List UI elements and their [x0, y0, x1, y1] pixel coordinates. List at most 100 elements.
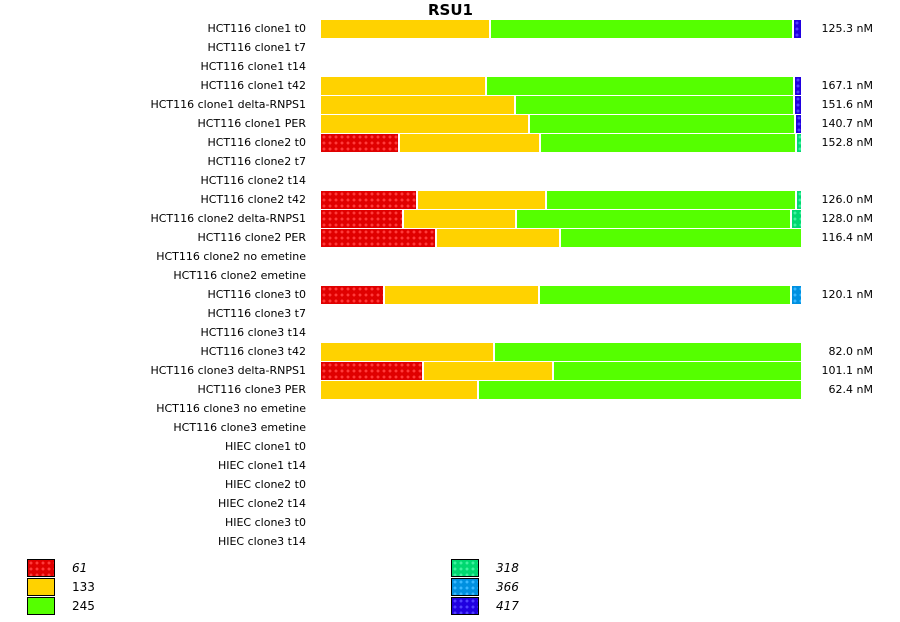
- bar-segment-245: [494, 343, 801, 361]
- row-label: HCT116 clone3 t14: [200, 326, 306, 339]
- stacked-bar: [321, 362, 801, 380]
- bar-segment-245: [515, 96, 793, 114]
- row-label: HCT116 clone1 t0: [207, 22, 306, 35]
- row-label: HCT116 clone2 no emetine: [156, 250, 306, 263]
- concentration-label: 120.1 nM: [821, 288, 873, 301]
- bar-segment-133: [321, 20, 489, 38]
- stacked-bar: [321, 286, 801, 304]
- bar-segment-133: [321, 77, 486, 95]
- bar-segment-133: [404, 210, 515, 228]
- row-label: HIEC clone3 t0: [224, 516, 306, 529]
- row-label: HCT116 clone2 emetine: [173, 269, 306, 282]
- concentration-label: 128.0 nM: [821, 212, 873, 225]
- concentration-label: 152.8 nM: [821, 136, 873, 149]
- stacked-bar: [321, 20, 801, 38]
- stacked-bar: [321, 77, 801, 95]
- bar-segment-417: [793, 20, 801, 38]
- row-label: HCT116 clone3 PER: [197, 383, 306, 396]
- row-label: HCT116 clone1 t42: [200, 79, 306, 92]
- row-label: HIEC clone3 t14: [217, 535, 306, 548]
- row-label: HCT116 clone2 t0: [207, 136, 306, 149]
- bar-segment-133: [417, 191, 546, 209]
- concentration-label: 116.4 nM: [821, 231, 873, 244]
- row-label: HCT116 clone1 PER: [197, 117, 306, 130]
- row-label: HCT116 clone3 t7: [207, 307, 306, 320]
- row-label: HCT116 clone1 t14: [200, 60, 306, 73]
- concentration-label: 101.1 nM: [821, 364, 873, 377]
- bar-segment-133: [424, 362, 553, 380]
- bar-segment-61: [321, 362, 423, 380]
- bar-segment-318: [791, 210, 801, 228]
- row-label: HCT116 clone2 delta-RNPS1: [150, 212, 306, 225]
- row-label: HIEC clone2 t14: [217, 497, 306, 510]
- legend-label-133: 133: [72, 580, 95, 594]
- chart-title-text: RSU1: [428, 1, 473, 19]
- bar-segment-133: [321, 115, 528, 133]
- bar-segment-133: [384, 286, 538, 304]
- bar-segment-417: [795, 77, 801, 95]
- bar-segment-366: [791, 286, 801, 304]
- row-label: HIEC clone1 t0: [224, 440, 306, 453]
- row-label: HCT116 clone2 t42: [200, 193, 306, 206]
- bar-segment-417: [794, 96, 801, 114]
- stacked-bar: [321, 191, 801, 209]
- concentration-label: 62.4 nM: [828, 383, 873, 396]
- row-label: HCT116 clone1 delta-RNPS1: [150, 98, 306, 111]
- bar-segment-318: [797, 134, 801, 152]
- stacked-bar: [321, 115, 801, 133]
- row-label: HCT116 clone3 t42: [200, 345, 306, 358]
- bar-segment-245: [541, 134, 796, 152]
- bar-segment-245: [554, 362, 801, 380]
- concentration-label: 167.1 nM: [821, 79, 873, 92]
- concentration-label: 151.6 nM: [821, 98, 873, 111]
- stacked-bar: [321, 343, 801, 361]
- legend-label-417: 417: [496, 599, 519, 613]
- row-label: HCT116 clone1 t7: [207, 41, 306, 54]
- bar-segment-245: [478, 381, 801, 399]
- concentration-label: 140.7 nM: [821, 117, 873, 130]
- legend-label-318: 318: [496, 561, 519, 575]
- stacked-bar: [321, 134, 801, 152]
- bar-segment-417: [795, 115, 801, 133]
- bar-segment-245: [490, 20, 792, 38]
- concentration-label: 125.3 nM: [821, 22, 873, 35]
- row-label: HIEC clone2 t0: [224, 478, 306, 491]
- bar-segment-133: [321, 96, 514, 114]
- bar-segment-61: [321, 210, 403, 228]
- bar-segment-133: [400, 134, 540, 152]
- bar-segment-133: [437, 229, 559, 247]
- bar-segment-61: [321, 191, 416, 209]
- bar-segment-245: [539, 286, 790, 304]
- stacked-bar: [321, 96, 801, 114]
- row-label: HCT116 clone3 t0: [207, 288, 306, 301]
- legend-swatch-133: [27, 578, 55, 596]
- stacked-bar: [321, 229, 801, 247]
- concentration-label: 82.0 nM: [828, 345, 873, 358]
- legend-label-61: 61: [72, 561, 88, 575]
- legend-label-245: 245: [72, 599, 95, 613]
- bar-segment-318: [797, 191, 801, 209]
- stacked-bar: [321, 381, 801, 399]
- bar-segment-245: [561, 229, 801, 247]
- bar-segment-61: [321, 134, 399, 152]
- bar-segment-245: [547, 191, 796, 209]
- row-label: HIEC clone1 t14: [217, 459, 306, 472]
- row-label: HCT116 clone3 delta-RNPS1: [150, 364, 306, 377]
- legend-swatch-417: [451, 597, 479, 615]
- legend-swatch-61: [27, 559, 55, 577]
- legend-swatch-318: [451, 559, 479, 577]
- legend-label-366: 366: [496, 580, 519, 594]
- legend-swatch-245: [27, 597, 55, 615]
- bar-segment-133: [321, 343, 493, 361]
- row-label: HCT116 clone2 t14: [200, 174, 306, 187]
- bar-segment-245: [529, 115, 794, 133]
- row-label: HCT116 clone2 PER: [197, 231, 306, 244]
- concentration-label: 126.0 nM: [821, 193, 873, 206]
- stacked-bar: [321, 210, 801, 228]
- row-label: HCT116 clone3 no emetine: [156, 402, 306, 415]
- bar-segment-245: [487, 77, 794, 95]
- bar-segment-245: [516, 210, 790, 228]
- bar-segment-133: [321, 381, 477, 399]
- legend-swatch-366: [451, 578, 479, 596]
- row-label: HCT116 clone3 emetine: [173, 421, 306, 434]
